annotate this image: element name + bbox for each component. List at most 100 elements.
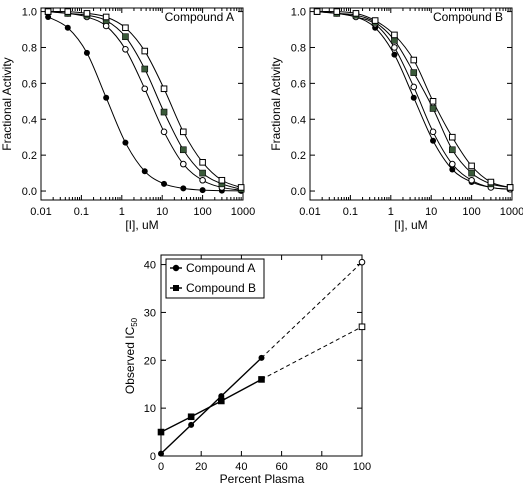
- ic50-xtick-label: 80: [316, 461, 328, 473]
- ic50-point-compound-a: [188, 421, 195, 428]
- compound-b-point-open-square: [313, 8, 321, 15]
- compound-a-point-open-square: [218, 176, 226, 184]
- legend-marker-compound-b: [173, 285, 179, 291]
- compound-a-point-filled-circle: [83, 49, 90, 56]
- compound-a-point-filled-circle: [141, 168, 148, 175]
- compound-a-point-filled-square: [180, 146, 187, 154]
- compound-b-point-open-square: [391, 31, 398, 39]
- compound-a-point-open-square: [83, 10, 91, 17]
- compound-a-point-filled-square: [122, 33, 129, 41]
- compound-b-ytick-label: 1.0: [291, 7, 306, 19]
- legend-box: [165, 258, 265, 299]
- compound-b-xlabel: [I], uM: [394, 218, 427, 232]
- compound-a-ylabel: Fractional Activity: [0, 57, 14, 150]
- compound-a-xtick-label: 0.1: [74, 206, 89, 218]
- compound-a-point-open-circle: [122, 45, 129, 53]
- ic50-point-compound-b: [218, 397, 225, 405]
- ic50-point-compound-a: [158, 450, 164, 457]
- ic50-ytick-label: 40: [144, 260, 156, 272]
- ic50-ytick-label: 30: [144, 307, 156, 319]
- compound-b-point-open-circle: [391, 44, 398, 51]
- compound-a-point-open-circle: [102, 22, 110, 30]
- compound-b-point-open-square: [429, 98, 437, 105]
- compound-b-ytick-label: 0.2: [291, 150, 306, 162]
- ic50-chart: Percent Plasma Observed IC50 0 20 40 60 80 10…: [123, 254, 371, 486]
- compound-b-point-open-square: [410, 56, 418, 64]
- compound-a-xlabel: [I], uM: [125, 218, 158, 232]
- compound-a-point-open-circle: [180, 160, 187, 168]
- ic50-legend: Compound A Compound B: [165, 258, 265, 299]
- compound-b-xtick-label: 0.1: [343, 206, 358, 218]
- ic50-ytick-label: 0: [150, 451, 156, 463]
- compound-a-point-filled-square: [160, 108, 168, 116]
- compound-b-point-open-square: [449, 133, 456, 141]
- compound-a-xtick-label: 0.01: [30, 206, 51, 218]
- compound-b-point-open-square: [506, 184, 514, 191]
- compound-b-plot-frame: [309, 7, 513, 201]
- compound-b-ylabel: Fractional Activity: [269, 57, 283, 150]
- ic50-xlabel: Percent Plasma: [220, 472, 305, 486]
- compound-a-point-filled-circle: [45, 13, 52, 20]
- compound-b-point-filled-circle: [410, 94, 417, 101]
- ic50-ylabel: Observed IC50: [123, 317, 139, 394]
- compound-a-point-open-square: [199, 159, 206, 166]
- ic50-extrapolation-compound-b: [261, 326, 363, 380]
- compound-b-point-open-square: [371, 17, 379, 24]
- compound-b-point-filled-square: [449, 146, 456, 154]
- compound-a-point-open-square: [141, 47, 149, 55]
- compound-b-point-open-square: [468, 162, 475, 170]
- compound-a-plot-frame: [40, 7, 244, 201]
- legend-marker-compound-a: [172, 264, 180, 272]
- compound-b-point-open-circle: [468, 176, 475, 184]
- legend-label-compound-b: Compound B: [186, 281, 256, 295]
- compound-a-ytick-label: 0.0: [22, 186, 37, 198]
- ic50-extrapolated-point-compound-b: [358, 323, 366, 331]
- compound-b-point-filled-square: [429, 105, 437, 112]
- compound-b-xtick-label: 1000: [500, 206, 523, 218]
- compound-a-point-open-square: [180, 128, 187, 136]
- compound-a-ytick-label: 0.2: [22, 150, 37, 162]
- compound-b-point-filled-square: [468, 169, 475, 177]
- ic50-extrapolated-point-compound-a: [358, 258, 366, 266]
- compound-a-curve-filled-circle: [47, 16, 242, 192]
- compound-a-point-open-square: [160, 85, 168, 93]
- compound-a-point-open-square: [44, 8, 52, 15]
- compound-a-point-open-square: [64, 8, 72, 15]
- ic50-ytick-label: 10: [144, 403, 156, 415]
- compound-a-xtick-label: 10: [156, 206, 168, 218]
- ic50-xtick-label: 100: [353, 461, 371, 473]
- compound-a-xtick-label: 1: [119, 206, 125, 218]
- compound-b-title: Compound B: [433, 10, 503, 24]
- compound-b-xtick-label: 0.01: [299, 206, 320, 218]
- compound-b-xtick-label: 10: [425, 206, 437, 218]
- compound-b-point-open-circle: [449, 160, 456, 168]
- compound-a-point-filled-square: [199, 169, 206, 177]
- compound-a-point-open-circle: [141, 85, 149, 93]
- compound-a-ytick-label: 0.8: [22, 42, 37, 54]
- compound-b-point-filled-circle: [430, 137, 437, 144]
- ic50-point-compound-b: [187, 413, 195, 421]
- compound-b-point-filled-circle: [449, 166, 456, 173]
- compound-a-point-filled-square: [141, 65, 149, 73]
- compound-b-xtick-label: 100: [462, 206, 480, 218]
- compound-a-point-open-circle: [199, 176, 206, 184]
- compound-a-point-open-square: [122, 24, 129, 32]
- compound-b-ytick-label: 0.6: [291, 78, 306, 90]
- ic50-xtick-label: 0: [158, 461, 164, 473]
- compound-a-ytick-label: 0.4: [22, 114, 37, 126]
- ic50-line-compound-a: [160, 357, 262, 455]
- compound-b-ytick-label: 0.8: [291, 42, 306, 54]
- compound-b-point-open-square: [352, 10, 360, 17]
- ic50-ytick-label: 20: [144, 355, 156, 367]
- compound-a-point-open-square: [102, 13, 110, 21]
- compound-a-chart: Compound A [I], uM Fractional Activity 0…: [0, 7, 255, 232]
- compound-a-title: Compound A: [165, 10, 234, 24]
- compound-b-point-open-circle: [410, 83, 418, 91]
- compound-b-point-open-circle: [429, 128, 437, 136]
- ic50-plot-frame: [160, 254, 363, 457]
- ic50-line-compound-b: [160, 378, 262, 433]
- compound-a-point-open-square: [237, 184, 245, 191]
- compound-b-point-filled-circle: [391, 51, 398, 58]
- compound-b-ytick-label: 0.0: [291, 186, 306, 198]
